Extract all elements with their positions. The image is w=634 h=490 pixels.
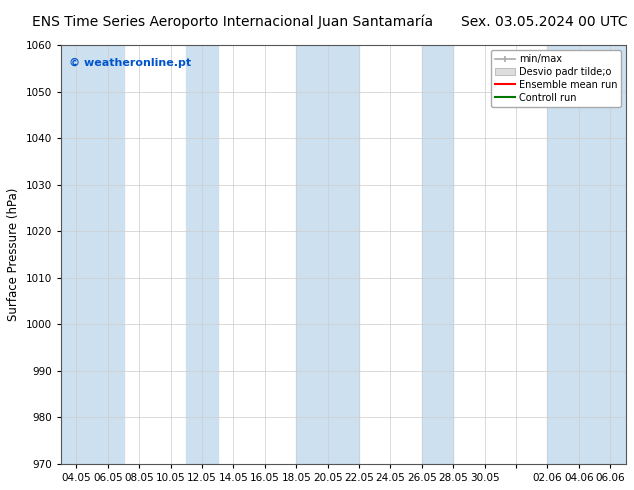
Bar bbox=[422, 45, 453, 464]
Bar bbox=[186, 45, 217, 464]
Bar bbox=[61, 45, 124, 464]
Bar bbox=[296, 45, 359, 464]
Legend: min/max, Desvio padr tilde;o, Ensemble mean run, Controll run: min/max, Desvio padr tilde;o, Ensemble m… bbox=[491, 50, 621, 107]
Bar bbox=[547, 45, 626, 464]
Y-axis label: Surface Pressure (hPa): Surface Pressure (hPa) bbox=[7, 188, 20, 321]
Text: © weatheronline.pt: © weatheronline.pt bbox=[69, 58, 191, 68]
Text: ENS Time Series Aeroporto Internacional Juan Santamaría: ENS Time Series Aeroporto Internacional … bbox=[32, 15, 433, 29]
Text: Sex. 03.05.2024 00 UTC: Sex. 03.05.2024 00 UTC bbox=[461, 15, 628, 29]
